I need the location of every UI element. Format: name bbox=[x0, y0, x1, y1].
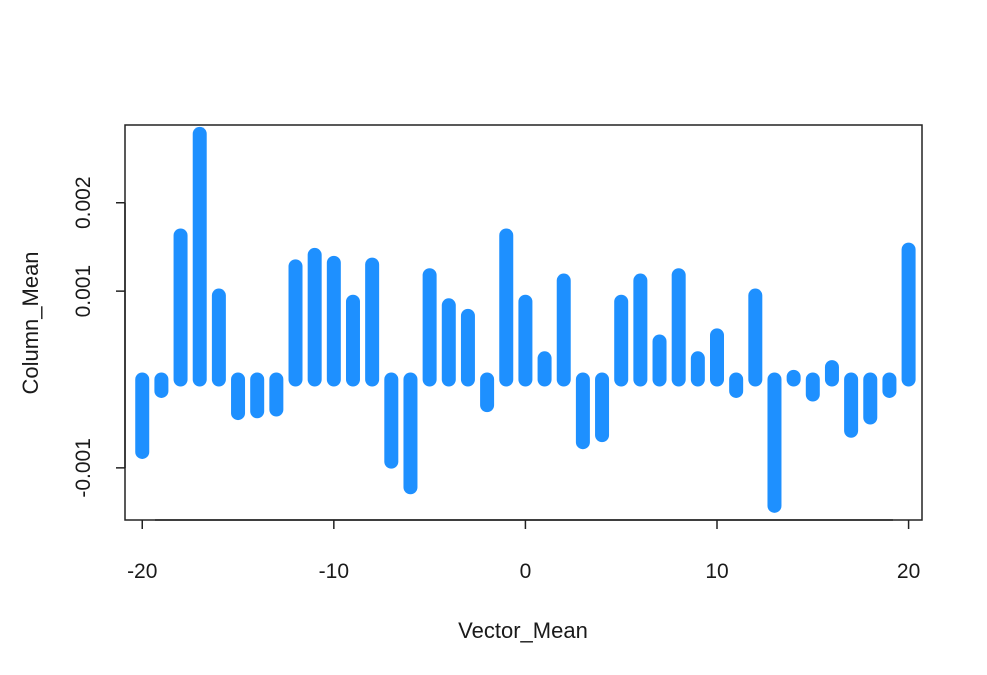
x-axis-title: Vector_Mean bbox=[458, 618, 588, 643]
x-axis: -20 -10 0 10 20 bbox=[127, 519, 920, 583]
x-tick-label: -20 bbox=[127, 560, 157, 583]
y-tick-label: 0.002 bbox=[72, 176, 95, 229]
x-tick-label: -10 bbox=[319, 560, 349, 583]
y-axis: -0.001 0.001 0.002 bbox=[72, 176, 126, 498]
x-tick-label: 0 bbox=[520, 560, 532, 583]
x-tick-label: 10 bbox=[705, 560, 728, 583]
y-tick-label: -0.001 bbox=[72, 438, 95, 498]
x-tick-label: 20 bbox=[897, 560, 920, 583]
bars bbox=[135, 126, 916, 513]
y-axis-title: Column_Mean bbox=[18, 251, 43, 394]
y-tick-label: 0.001 bbox=[72, 265, 95, 318]
